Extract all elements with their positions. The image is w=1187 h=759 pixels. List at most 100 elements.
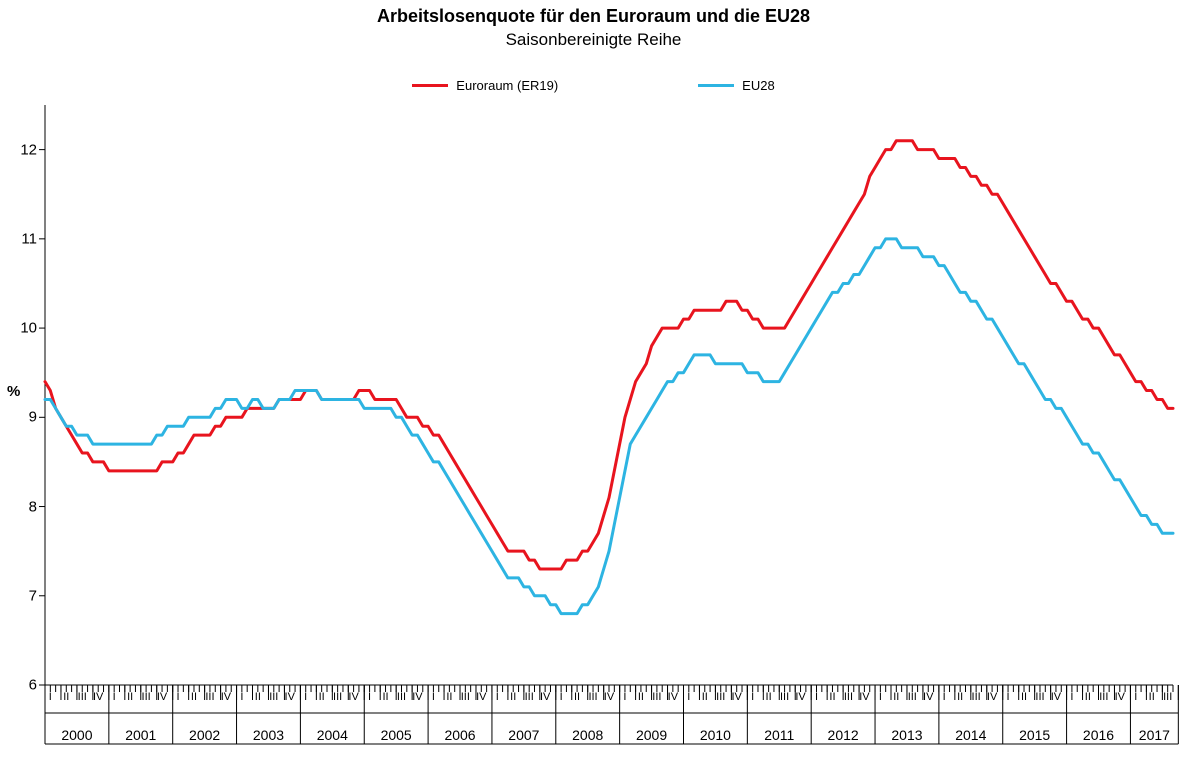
- legend-item-er19: Euroraum (ER19): [412, 78, 558, 93]
- x-year-label: 2015: [1019, 727, 1050, 743]
- y-tick-label: 7: [29, 587, 45, 604]
- chart-legend: Euroraum (ER19) EU28: [0, 78, 1187, 93]
- legend-item-eu28: EU28: [698, 78, 775, 93]
- x-year-label: 2014: [955, 727, 986, 743]
- x-quarter-label: II: [574, 691, 580, 703]
- x-quarter-label: I: [113, 691, 116, 703]
- x-quarter-label: IV: [540, 691, 550, 703]
- x-quarter-label: I: [623, 691, 626, 703]
- x-year-label: 2007: [508, 727, 539, 743]
- x-quarter-label: I: [815, 691, 818, 703]
- x-quarter-label: IV: [731, 691, 741, 703]
- legend-label-er19: Euroraum (ER19): [456, 78, 558, 93]
- x-year-label: 2008: [572, 727, 603, 743]
- x-quarter-label: III: [844, 691, 853, 703]
- y-tick-label: 11: [21, 230, 45, 247]
- x-quarter-label: I: [687, 691, 690, 703]
- x-year-label: 2009: [636, 727, 667, 743]
- x-quarter-label: I: [49, 691, 52, 703]
- y-tick-label: 8: [29, 498, 45, 515]
- x-quarter-label: I: [879, 691, 882, 703]
- x-quarter-label: III: [397, 691, 406, 703]
- x-quarter-label: IV: [476, 691, 486, 703]
- chart-subtitle: Saisonbereinigte Reihe: [0, 30, 1187, 50]
- x-year-label: 2004: [317, 727, 348, 743]
- x-quarter-label: III: [588, 691, 597, 703]
- x-quarter-label: III: [716, 691, 725, 703]
- unemployment-chart: Arbeitslosenquote für den Euroraum und d…: [0, 0, 1187, 759]
- x-quarter-label: I: [1007, 691, 1010, 703]
- x-quarter-label: II: [766, 691, 772, 703]
- x-quarter-label: II: [829, 691, 835, 703]
- x-quarter-label: I: [1134, 691, 1137, 703]
- x-year-label: 2013: [891, 727, 922, 743]
- x-quarter-label: II: [893, 691, 899, 703]
- x-quarter-label: III: [525, 691, 534, 703]
- x-quarter-label: IV: [668, 691, 678, 703]
- x-year-label: 2010: [700, 727, 731, 743]
- x-year-label: 2003: [253, 727, 284, 743]
- x-year-label: 2001: [125, 727, 156, 743]
- x-quarter-label: IV: [859, 691, 869, 703]
- x-quarter-label: IV: [412, 691, 422, 703]
- x-year-label: 2005: [381, 727, 412, 743]
- x-quarter-label: IV: [348, 691, 358, 703]
- x-quarter-label: II: [255, 691, 261, 703]
- x-quarter-label: II: [638, 691, 644, 703]
- x-quarter-label: III: [269, 691, 278, 703]
- x-quarter-label: IV: [923, 691, 933, 703]
- x-quarter-label: III: [908, 691, 917, 703]
- y-axis-label: %: [7, 383, 20, 400]
- y-tick-label: 12: [20, 141, 45, 158]
- x-quarter-label: II: [191, 691, 197, 703]
- x-quarter-label: I: [751, 691, 754, 703]
- x-quarter-label: III: [1163, 691, 1172, 703]
- x-quarter-label: I: [368, 691, 371, 703]
- y-tick-label: 9: [29, 409, 45, 426]
- x-quarter-label: II: [957, 691, 963, 703]
- x-year-label: 2016: [1083, 727, 1114, 743]
- x-quarter-label: IV: [285, 691, 295, 703]
- x-quarter-label: III: [780, 691, 789, 703]
- y-tick-label: 10: [20, 320, 45, 337]
- x-quarter-label: IV: [157, 691, 167, 703]
- x-quarter-label: II: [510, 691, 516, 703]
- x-quarter-label: I: [1070, 691, 1073, 703]
- x-quarter-label: III: [1035, 691, 1044, 703]
- x-quarter-label: I: [176, 691, 179, 703]
- x-quarter-label: I: [496, 691, 499, 703]
- x-quarter-label: IV: [987, 691, 997, 703]
- x-quarter-label: I: [943, 691, 946, 703]
- x-quarter-label: II: [446, 691, 452, 703]
- x-quarter-label: II: [1085, 691, 1091, 703]
- x-year-label: 2002: [189, 727, 220, 743]
- x-quarter-label: II: [702, 691, 708, 703]
- x-quarter-label: II: [1021, 691, 1027, 703]
- x-year-label: 2000: [61, 727, 92, 743]
- x-quarter-label: I: [304, 691, 307, 703]
- x-quarter-label: IV: [221, 691, 231, 703]
- chart-title: Arbeitslosenquote für den Euroraum und d…: [0, 6, 1187, 27]
- y-tick-label: 6: [29, 677, 45, 694]
- x-quarter-label: II: [63, 691, 69, 703]
- x-quarter-label: I: [432, 691, 435, 703]
- x-quarter-label: III: [78, 691, 87, 703]
- x-year-label: 2006: [444, 727, 475, 743]
- x-quarter-label: II: [319, 691, 325, 703]
- x-quarter-label: II: [382, 691, 388, 703]
- x-quarter-label: III: [142, 691, 151, 703]
- legend-swatch-er19: [412, 84, 448, 87]
- x-quarter-label: III: [333, 691, 342, 703]
- legend-label-eu28: EU28: [742, 78, 775, 93]
- x-quarter-label: III: [652, 691, 661, 703]
- x-quarter-label: I: [560, 691, 563, 703]
- plot-svg: [45, 105, 1173, 755]
- legend-swatch-eu28: [698, 84, 734, 87]
- plot-area: 6789101112IIIIIIIV2000IIIIIIIV2001IIIIII…: [45, 105, 1173, 685]
- x-quarter-label: III: [972, 691, 981, 703]
- x-quarter-label: I: [240, 691, 243, 703]
- x-quarter-label: III: [205, 691, 214, 703]
- x-quarter-label: IV: [1115, 691, 1125, 703]
- x-quarter-label: III: [1099, 691, 1108, 703]
- x-quarter-label: IV: [604, 691, 614, 703]
